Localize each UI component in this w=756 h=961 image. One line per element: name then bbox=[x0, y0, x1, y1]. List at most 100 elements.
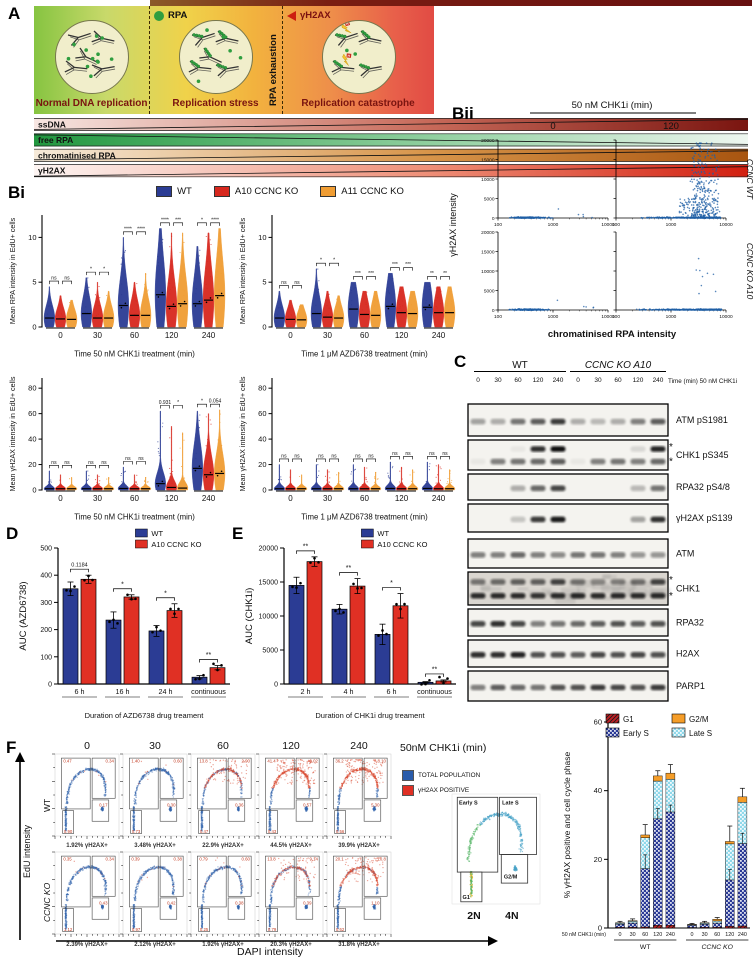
f-col-header: 60 bbox=[217, 740, 229, 752]
svg-text:CCNC KO A10: CCNC KO A10 bbox=[745, 243, 755, 300]
svg-text:1000: 1000 bbox=[548, 222, 559, 228]
svg-text:20000: 20000 bbox=[259, 546, 279, 553]
svg-text:*: * bbox=[103, 267, 105, 273]
svg-text:*: * bbox=[669, 575, 673, 586]
svg-text:24 h: 24 h bbox=[159, 687, 173, 696]
svg-text:RPA32 pS4/8: RPA32 pS4/8 bbox=[676, 482, 730, 492]
svg-text:Mean γH2AX intensity in EdU+ c: Mean γH2AX intensity in EdU+ cells bbox=[238, 376, 247, 491]
svg-text:0: 0 bbox=[32, 323, 36, 332]
svg-text:*: * bbox=[121, 581, 124, 588]
c-time-value: 0 bbox=[476, 377, 480, 384]
section-label-normal: Normal DNA replication bbox=[35, 98, 148, 109]
section-label-catastrophe: Replication catastrophe bbox=[301, 98, 415, 109]
panel-bii-label: Bii bbox=[452, 104, 474, 123]
svg-text:Duration of AZD6738 drug tream: Duration of AZD6738 drug treament bbox=[85, 711, 205, 720]
svg-text:chromatinised RPA intensity: chromatinised RPA intensity bbox=[548, 329, 677, 340]
bi-legend-a11: A11 CCNC KO bbox=[320, 186, 404, 197]
f-ylabel: EdU intensity bbox=[22, 824, 32, 878]
f-legend: TOTAL POPULATION γH2AX POSITIVE bbox=[402, 770, 480, 796]
svg-text:0.36: 0.36 bbox=[235, 802, 244, 807]
svg-text:60: 60 bbox=[28, 409, 36, 418]
bi-legend-a10: A10 CCNC KO bbox=[213, 186, 298, 197]
svg-text:1.92% γH2AX+: 1.92% γH2AX+ bbox=[66, 843, 108, 849]
svg-text:*: * bbox=[320, 258, 322, 264]
svg-text:ns: ns bbox=[125, 456, 131, 462]
wt-swatch-icon bbox=[156, 186, 173, 197]
svg-text:ns: ns bbox=[355, 453, 361, 459]
h2ax-legend: γH2AX bbox=[287, 10, 331, 21]
svg-text:30: 30 bbox=[323, 331, 332, 340]
svg-text:0.73: 0.73 bbox=[132, 829, 141, 834]
f-row-label-ko: CCNC KO bbox=[42, 882, 52, 922]
svg-text:PARP1: PARP1 bbox=[676, 681, 705, 691]
svg-text:10000: 10000 bbox=[259, 614, 279, 621]
svg-text:0: 0 bbox=[58, 494, 63, 503]
c-time-value: 30 bbox=[594, 377, 602, 384]
cell-normal bbox=[55, 20, 129, 94]
panel-c-label: C bbox=[454, 352, 467, 371]
svg-text:5000: 5000 bbox=[484, 288, 495, 294]
divider-catastrophe bbox=[282, 6, 283, 114]
svg-text:20: 20 bbox=[258, 460, 266, 469]
svg-text:13.8: 13.8 bbox=[199, 759, 208, 764]
svg-text:2.90: 2.90 bbox=[242, 759, 251, 764]
violin-rpa-chk1i-chart: 0 5 10 Mean RPA intensity in EdU+ cells 0 ns n… bbox=[8, 215, 226, 359]
svg-text:Time 1 μM AZD6738 treatment (m: Time 1 μM AZD6738 treatment (min) bbox=[301, 513, 428, 522]
svg-text:Time 50 nM CHK1i treatment (mi: Time 50 nM CHK1i treatment (min) bbox=[74, 513, 195, 522]
violin-rpa-azd-chart: 0 5 10 Mean RPA intensity in EdU+ cells 0 ns n… bbox=[238, 215, 456, 359]
rpa-legend: RPA bbox=[154, 10, 187, 21]
svg-text:0.34: 0.34 bbox=[106, 759, 115, 764]
violin-h2ax-chk1i-chart: 0 20 40 60 80 Mean γH2AX intensity in EdU+ ce… bbox=[8, 376, 226, 522]
svg-text:60: 60 bbox=[130, 331, 139, 340]
svg-text:120: 120 bbox=[663, 121, 679, 132]
svg-text:10: 10 bbox=[258, 233, 266, 242]
top-gradient-strip bbox=[150, 0, 752, 6]
svg-text:0: 0 bbox=[58, 331, 63, 340]
svg-text:ns: ns bbox=[442, 451, 448, 457]
svg-text:H2AX: H2AX bbox=[676, 649, 700, 659]
svg-text:0: 0 bbox=[550, 121, 555, 132]
total-population-swatch-icon bbox=[402, 770, 414, 781]
svg-text:0: 0 bbox=[274, 682, 278, 689]
svg-text:*: * bbox=[201, 399, 203, 405]
svg-text:ns: ns bbox=[294, 453, 300, 459]
bi-legend-wt: WT bbox=[156, 186, 192, 197]
svg-text:γH2AX: γH2AX bbox=[38, 166, 66, 176]
svg-text:10000: 10000 bbox=[601, 314, 615, 320]
divider-stress bbox=[149, 6, 150, 114]
svg-text:**: ** bbox=[303, 543, 309, 550]
svg-text:300: 300 bbox=[40, 600, 52, 607]
svg-text:22.9% γH2AX+: 22.9% γH2AX+ bbox=[202, 843, 244, 849]
svg-text:0.47: 0.47 bbox=[200, 829, 209, 834]
h2ax-positive-swatch-icon bbox=[402, 785, 414, 796]
edu-axis-arrow-icon bbox=[15, 752, 25, 940]
section-label-stress: Replication stress bbox=[172, 98, 259, 109]
auc-azd6738-bar-chart: 0 100 200 300 400 500 AUC (AZD6738) WT A10 CCNC … bbox=[18, 528, 230, 720]
svg-text:0.47: 0.47 bbox=[63, 759, 72, 764]
svg-text:ns: ns bbox=[64, 460, 70, 466]
svg-text:60: 60 bbox=[258, 409, 266, 418]
bii-scatter-chart: 50 nM CHK1i (min) 0 120 γH2AX intensity chro… bbox=[448, 100, 755, 340]
svg-text:0.17: 0.17 bbox=[99, 802, 108, 807]
panel-e-label: E bbox=[232, 524, 244, 543]
svg-text:CHK1 pS345: CHK1 pS345 bbox=[676, 450, 729, 460]
svg-text:500: 500 bbox=[40, 546, 52, 553]
svg-text:*: * bbox=[669, 591, 673, 602]
svg-text:*: * bbox=[201, 217, 203, 223]
svg-text:3.48% γH2AX+: 3.48% γH2AX+ bbox=[134, 843, 176, 849]
svg-text:60: 60 bbox=[130, 494, 139, 503]
svg-text:CHK1: CHK1 bbox=[676, 584, 700, 594]
svg-text:0: 0 bbox=[492, 216, 495, 222]
svg-text:ns: ns bbox=[294, 280, 300, 286]
f-col-header: 120 bbox=[282, 740, 300, 752]
svg-text:120: 120 bbox=[395, 494, 409, 503]
c-time-value: 60 bbox=[514, 377, 522, 384]
svg-text:ns: ns bbox=[368, 453, 374, 459]
svg-text:0.931: 0.931 bbox=[159, 400, 172, 406]
svg-text:γH2AX intensity: γH2AX intensity bbox=[448, 193, 458, 257]
svg-text:10: 10 bbox=[28, 233, 36, 242]
svg-text:40: 40 bbox=[258, 435, 266, 444]
svg-text:240: 240 bbox=[432, 331, 446, 340]
